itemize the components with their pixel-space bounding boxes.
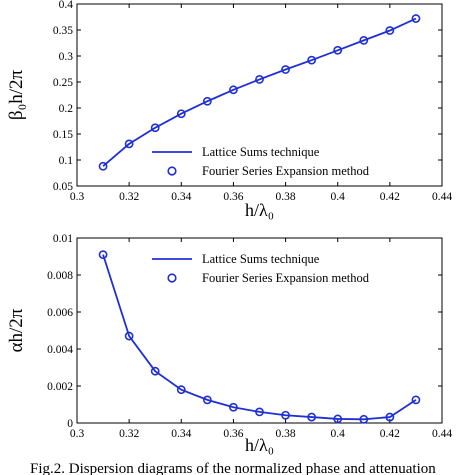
data-point bbox=[385, 412, 395, 422]
y-tick-label: 0.35 bbox=[53, 25, 73, 37]
legend-label: Fourier Series Expansion method bbox=[202, 271, 370, 285]
series-line bbox=[102, 17, 417, 167]
data-point bbox=[411, 14, 421, 23]
data-point bbox=[124, 139, 134, 149]
figure-caption: Fig.2. Dispersion diagrams of the normal… bbox=[30, 461, 436, 475]
y-tick-label: 0.01 bbox=[53, 233, 73, 245]
data-point bbox=[307, 412, 317, 422]
data-point bbox=[202, 395, 212, 405]
y-tick-label: 0.008 bbox=[47, 270, 73, 282]
data-point bbox=[255, 75, 264, 84]
x-tick-label: 0.36 bbox=[223, 428, 243, 440]
y-tick-label: 0.002 bbox=[47, 381, 73, 393]
data-point bbox=[229, 402, 238, 412]
data-point bbox=[229, 85, 238, 95]
data-point bbox=[281, 410, 290, 420]
data-point bbox=[385, 26, 395, 35]
data-point bbox=[359, 414, 369, 424]
data-point bbox=[359, 36, 369, 45]
data-point bbox=[333, 45, 343, 55]
legend-label: Lattice Sums technique bbox=[202, 145, 320, 159]
chart-attenuation: 0.3 0.32 0.34 0.36 0.38 0.4 0.42 0.44 0 0.002 0.00… bbox=[6, 233, 452, 455]
y-tick-label: 0.2 bbox=[59, 103, 74, 115]
y-axis-label: αh/2π bbox=[6, 308, 27, 352]
x-tick-label: 0.34 bbox=[171, 428, 191, 440]
x-tick-label: 0.34 bbox=[171, 191, 191, 203]
data-point bbox=[333, 414, 343, 424]
x-tick-label: 0.38 bbox=[276, 191, 296, 203]
data-point bbox=[202, 96, 212, 106]
y-tick-label: 0.4 bbox=[59, 0, 74, 11]
data-point bbox=[98, 250, 108, 260]
y-tick-label: 0.05 bbox=[53, 181, 73, 193]
x-tick-label: 0.3 bbox=[70, 428, 85, 440]
data-point bbox=[150, 366, 160, 376]
plot-frame bbox=[76, 237, 443, 424]
legend-label: Lattice Sums technique bbox=[202, 252, 320, 266]
legend-marker-swatch bbox=[167, 273, 177, 283]
data-point bbox=[307, 55, 317, 65]
legend: Lattice Sums technique Fourier Series Exp… bbox=[152, 252, 370, 285]
y-tick-label: 0.25 bbox=[53, 77, 73, 89]
legend-label: Fourier Series Expansion method bbox=[202, 164, 370, 178]
plot-frame bbox=[76, 3, 443, 187]
y-axis-label: β₀h/2π bbox=[6, 70, 27, 121]
data-point bbox=[281, 65, 290, 74]
x-tick-label: 0.32 bbox=[119, 428, 139, 440]
x-tick-label: 0.36 bbox=[223, 191, 243, 203]
data-point bbox=[150, 123, 160, 133]
x-axis-label: h/λ₀ bbox=[245, 435, 274, 455]
x-tick-label: 0.4 bbox=[331, 428, 346, 440]
data-point bbox=[176, 109, 186, 119]
chart-phase-constant: 0.3 0.32 0.34 0.36 0.38 0.4 0.42 0.44 0.05 0.1 0.1… bbox=[6, 0, 452, 220]
series-line bbox=[102, 254, 417, 421]
y-tick-label: 0.006 bbox=[47, 307, 73, 319]
x-tick-label: 0.42 bbox=[380, 428, 400, 440]
y-tick-label: 0.3 bbox=[59, 51, 74, 63]
x-tick-label: 0.44 bbox=[432, 428, 452, 440]
data-point bbox=[124, 331, 134, 341]
data-point bbox=[98, 161, 108, 171]
x-tick-label: 0.44 bbox=[432, 191, 452, 203]
x-axis-label: h/λ₀ bbox=[245, 200, 274, 220]
x-tick-label: 0.4 bbox=[331, 191, 346, 203]
data-point bbox=[176, 385, 186, 395]
y-tick-label: 0 bbox=[67, 418, 73, 430]
y-tick-label: 0.15 bbox=[53, 129, 73, 141]
data-point bbox=[411, 395, 421, 405]
y-tick-label: 0.1 bbox=[59, 155, 74, 167]
x-tick-label: 0.32 bbox=[119, 191, 139, 203]
x-tick-label: 0.3 bbox=[70, 191, 85, 203]
x-tick-label: 0.38 bbox=[276, 428, 296, 440]
x-tick-label: 0.42 bbox=[380, 191, 400, 203]
y-tick-label: 0.004 bbox=[47, 344, 73, 356]
legend-marker-swatch bbox=[167, 166, 177, 176]
data-point bbox=[255, 407, 264, 417]
legend: Lattice Sums technique Fourier Series Exp… bbox=[152, 145, 370, 178]
